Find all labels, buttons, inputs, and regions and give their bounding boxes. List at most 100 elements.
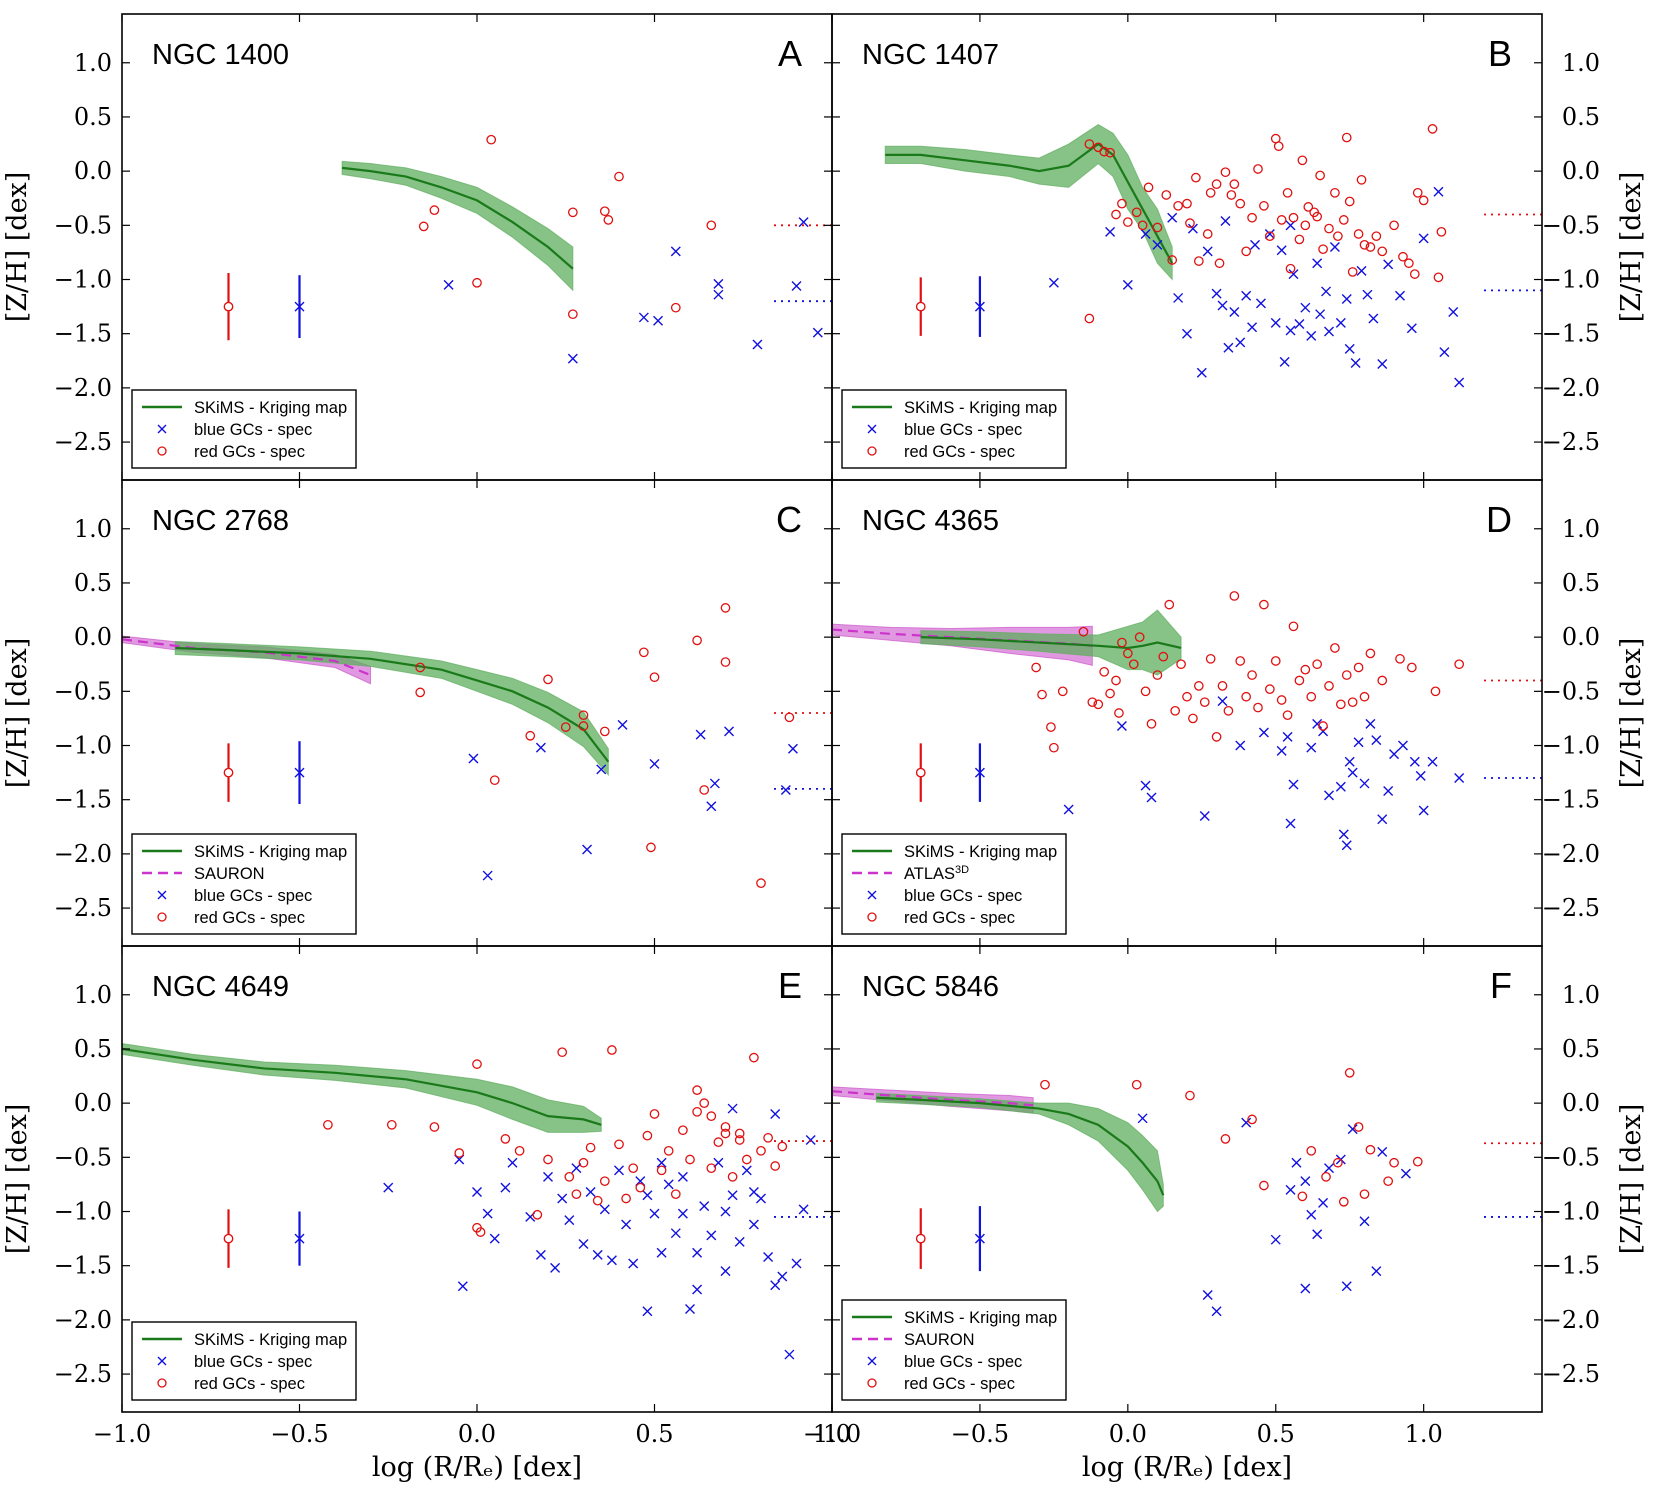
- legend-label: SKiMS - Kriging map: [194, 843, 347, 861]
- panel-frame: [831, 945, 1543, 1413]
- red-gc-point: [1404, 258, 1414, 269]
- red-gc-point: [1306, 1145, 1317, 1156]
- blue-gc-point: [1406, 323, 1417, 334]
- red-gc-point: [1344, 196, 1355, 207]
- blue-gc-point: [535, 1249, 546, 1260]
- red-gc-point: [1117, 198, 1127, 209]
- blue-gc-point: [805, 1134, 816, 1145]
- plot-area: [122, 603, 832, 888]
- red-gc-point: [592, 1195, 603, 1206]
- y-tick-label: −0.5: [54, 677, 112, 705]
- blue-gc-point: [752, 339, 763, 350]
- red-gc-point: [454, 1148, 465, 1158]
- skims-line: [885, 142, 1174, 264]
- blue-gc-point: [564, 1215, 575, 1226]
- red-gc-point: [1241, 246, 1252, 257]
- blue-gc-point: [727, 1190, 738, 1201]
- red-gc-point: [1217, 681, 1228, 691]
- red-gc-point: [1430, 686, 1441, 697]
- red-gc-point: [1264, 684, 1275, 695]
- red-gc-point: [1297, 1191, 1308, 1202]
- red-gc-point: [1128, 659, 1139, 670]
- y-tick-label: −1.5: [1542, 786, 1600, 814]
- y-tick-label: −1.0: [54, 732, 112, 760]
- blue-gc-point: [1365, 718, 1376, 729]
- red-gc-point: [1167, 255, 1178, 265]
- red-gc-point: [429, 1122, 440, 1132]
- blue-gc-point: [1235, 337, 1246, 348]
- panel-letter: C: [776, 499, 802, 540]
- legend-box: [131, 1321, 357, 1401]
- legend-red-handle: [157, 912, 167, 922]
- legend-label: red GCs - spec: [904, 909, 1015, 927]
- blue-gc-point: [628, 1258, 639, 1269]
- blue-gc-point: [1371, 735, 1382, 746]
- y-tick-label: −1.0: [1542, 266, 1600, 294]
- red-gc-point: [1170, 705, 1181, 716]
- x-tick-label: −0.5: [270, 1420, 328, 1448]
- y-tick-label: −1.5: [54, 320, 112, 348]
- red-gc-point: [756, 1145, 766, 1156]
- blue-gc-point: [1235, 740, 1246, 751]
- blue-gc-point: [1211, 1306, 1222, 1317]
- x-axis-label: log (R/Rₑ) [dex]: [1082, 1452, 1292, 1483]
- blue-gc-point: [706, 1230, 717, 1241]
- red-gc-point: [1321, 1171, 1331, 1182]
- red-gc-point: [1454, 659, 1465, 670]
- blue-gc-point: [1324, 326, 1334, 337]
- y-tick-label: 1.0: [74, 49, 112, 77]
- blue-gc-point: [1196, 367, 1207, 378]
- blue-gc-point: [1282, 731, 1293, 742]
- red-gc-point: [713, 1137, 724, 1148]
- x-tick-label: 0.5: [1257, 1420, 1295, 1448]
- red-gc-point: [699, 785, 710, 795]
- legend-blue-handle: [157, 1356, 167, 1366]
- red-gc-point: [1294, 234, 1305, 245]
- red-gc-point: [1211, 731, 1222, 742]
- red-gc-point: [1161, 190, 1172, 200]
- red-gc-point: [1315, 170, 1325, 181]
- red-gc-point: [1356, 174, 1367, 185]
- legend-red-handle: [867, 1378, 877, 1388]
- x-tick-label: −0.5: [951, 1420, 1009, 1448]
- blue-gc-point: [1270, 317, 1281, 328]
- y-axis-label: [Z/H] [dex]: [2, 638, 33, 789]
- red-gc-point: [543, 674, 553, 685]
- blue-gc-point: [649, 1208, 660, 1219]
- y-tick-label: −1.5: [1542, 320, 1600, 348]
- blue-error-marker: [294, 767, 305, 778]
- y-tick-label: 1.0: [74, 981, 112, 1009]
- red-error-marker: [223, 1233, 234, 1244]
- blue-gc-point: [1377, 1146, 1388, 1157]
- blue-gc-point: [1347, 767, 1358, 778]
- blue-gc-point: [677, 1171, 688, 1182]
- y-tick-label: −0.5: [54, 211, 112, 239]
- red-gc-point: [1084, 139, 1095, 149]
- blue-gc-point: [1229, 307, 1240, 318]
- legend-label: blue GCs - spec: [194, 1353, 312, 1371]
- red-gc-point: [1285, 263, 1296, 274]
- red-gc-point: [1359, 691, 1370, 702]
- blue-gc-point: [1187, 223, 1198, 234]
- blue-gc-point: [1454, 773, 1465, 784]
- red-gc-point: [599, 726, 610, 737]
- blue-gc-point: [489, 1233, 500, 1244]
- red-gc-point: [1389, 1157, 1399, 1168]
- blue-gc-point: [1397, 740, 1408, 751]
- legend-blue-handle: [867, 424, 877, 434]
- blue-gc-point: [1122, 279, 1133, 290]
- y-tick-label: −2.5: [54, 894, 112, 922]
- y-tick-label: 0.0: [74, 157, 112, 185]
- red-error-marker: [223, 301, 234, 312]
- red-gc-point: [1294, 675, 1305, 686]
- red-gc-point: [1338, 1196, 1349, 1207]
- panel-letter: A: [778, 33, 802, 74]
- red-gc-point: [1377, 246, 1388, 257]
- red-gc-point: [720, 1128, 731, 1139]
- red-gc-point: [1241, 691, 1252, 702]
- red-gc-point: [1324, 681, 1334, 691]
- red-gc-point: [557, 1047, 568, 1058]
- panel-title: NGC 4365: [862, 505, 999, 537]
- blue-gc-point: [699, 1201, 710, 1212]
- legend-blue-handle: [157, 890, 167, 900]
